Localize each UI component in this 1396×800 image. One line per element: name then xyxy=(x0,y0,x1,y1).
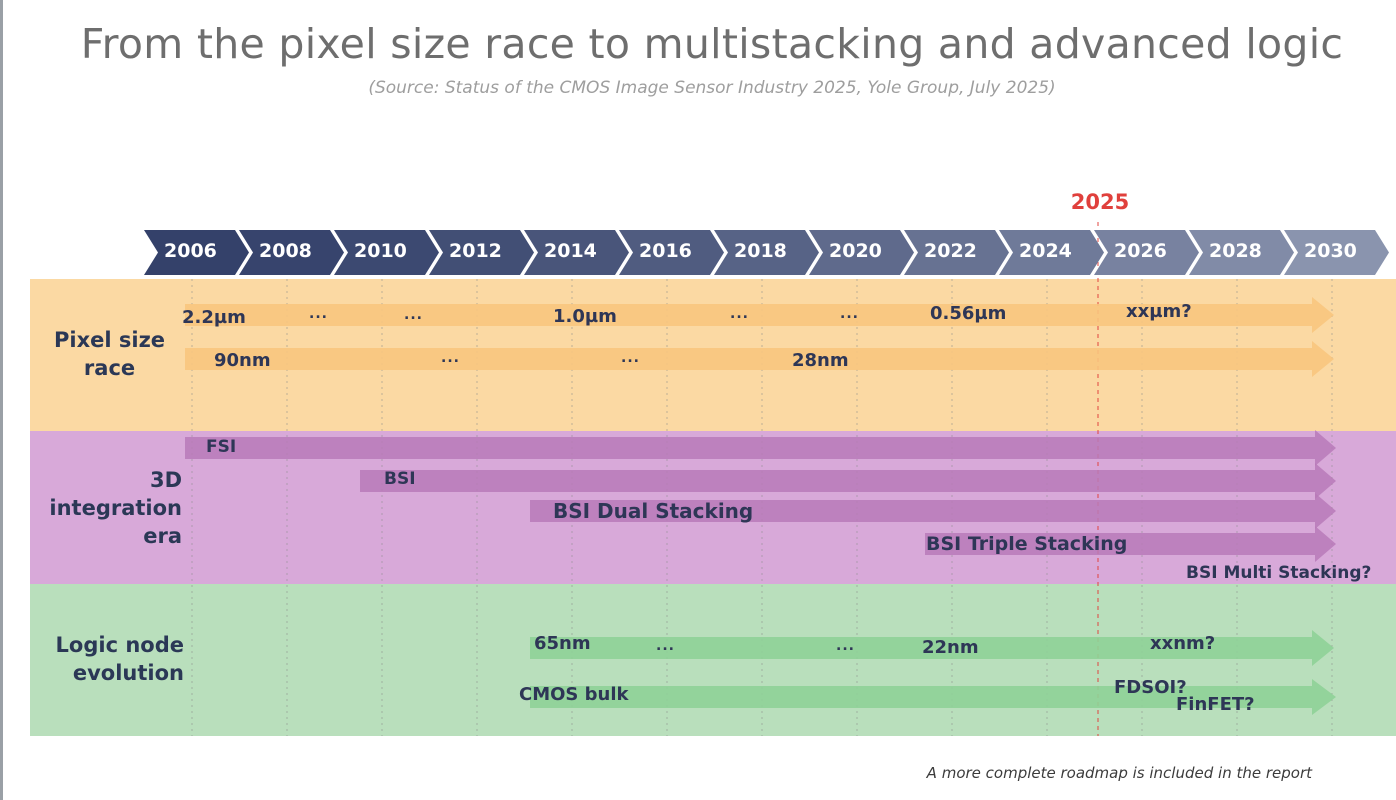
bsi-label: BSI xyxy=(384,469,416,489)
highlight-year-label: 2025 xyxy=(1070,190,1130,214)
year-label-2030: 2030 xyxy=(1304,240,1357,262)
finfet-label: FinFET? xyxy=(1176,694,1255,715)
bsi-dual-stacking-label: BSI Dual Stacking xyxy=(553,499,754,523)
year-chevron-2022 xyxy=(904,230,1009,275)
node-ellipsis-1: ... xyxy=(441,350,460,366)
pitch-ellipsis-1: ... xyxy=(309,306,328,322)
pitch-ellipsis-4: ... xyxy=(840,306,859,322)
node-90nm: 90nm xyxy=(214,350,271,371)
footnote: A more complete roadmap is included in t… xyxy=(926,764,1312,782)
year-label-2026: 2026 xyxy=(1114,240,1167,262)
node-28nm: 28nm xyxy=(792,350,849,371)
page-title: From the pixel size race to multistackin… xyxy=(80,20,1344,68)
bsi-dual-arrow xyxy=(530,493,1336,529)
year-label-2022: 2022 xyxy=(924,240,977,262)
logic-ellipsis-1: ... xyxy=(656,638,675,654)
year-label-2020: 2020 xyxy=(829,240,882,262)
window-left-edge xyxy=(0,0,3,800)
fdsoi-label: FDSOI? xyxy=(1114,677,1187,698)
logic-label-line1: Logic node xyxy=(55,633,184,657)
logic-node-band xyxy=(30,584,1396,736)
year-chevron-2010 xyxy=(334,230,439,275)
integration-label-line3: era xyxy=(143,524,182,548)
node-ellipsis-2: ... xyxy=(621,350,640,366)
pixel-label-line2: race xyxy=(83,356,136,380)
logic-label-line2: evolution xyxy=(72,661,184,685)
fsi-label: FSI xyxy=(206,437,237,457)
bsi-multi-stacking-label: BSI Multi Stacking? xyxy=(1186,563,1372,583)
logic-node-label: Logic node evolution xyxy=(44,631,184,687)
logic-22nm: 22nm xyxy=(922,637,979,658)
cmos-bulk-label: CMOS bulk xyxy=(519,684,629,705)
year-chevron-2020 xyxy=(809,230,914,275)
year-label-2006: 2006 xyxy=(164,240,217,262)
pitch-0-56um: 0.56µm xyxy=(930,303,1007,324)
pixel-node-arrow xyxy=(185,341,1334,377)
logic-node-arrow xyxy=(530,630,1334,666)
year-chevron-2030 xyxy=(1284,230,1389,275)
year-label-2024: 2024 xyxy=(1019,240,1072,262)
year-label-2018: 2018 xyxy=(734,240,787,262)
pitch-xxum: xxµm? xyxy=(1126,301,1192,322)
logic-ellipsis-2: ... xyxy=(836,638,855,654)
year-timeline xyxy=(144,230,1389,275)
year-chevron-2012 xyxy=(429,230,534,275)
year-chevron-2024 xyxy=(999,230,1104,275)
bsi-arrow xyxy=(360,463,1336,499)
year-chevron-2026 xyxy=(1094,230,1199,275)
pitch-1-0um: 1.0µm xyxy=(553,306,617,327)
year-chevron-2006 xyxy=(144,230,249,275)
year-label-2028: 2028 xyxy=(1209,240,1262,262)
year-chevron-2014 xyxy=(524,230,629,275)
year-label-2016: 2016 xyxy=(639,240,692,262)
3d-integration-label: 3D integration era xyxy=(44,466,182,550)
year-label-2010: 2010 xyxy=(354,240,407,262)
bsi-triple-stacking-label: BSI Triple Stacking xyxy=(926,533,1128,555)
pitch-2-2um: 2.2µm xyxy=(182,307,246,328)
fsi-arrow xyxy=(185,430,1336,466)
year-chevron-2028 xyxy=(1189,230,1294,275)
logic-process-arrow xyxy=(530,679,1336,715)
year-label-2012: 2012 xyxy=(449,240,502,262)
year-label-2014: 2014 xyxy=(544,240,597,262)
year-chevron-2016 xyxy=(619,230,724,275)
source-subtitle: (Source: Status of the CMOS Image Sensor… xyxy=(368,78,1056,98)
year-chevron-2008 xyxy=(239,230,344,275)
year-label-2008: 2008 xyxy=(259,240,312,262)
pixel-size-race-label: Pixel size race xyxy=(54,326,165,382)
integration-label-line1: 3D xyxy=(149,468,182,492)
logic-65nm: 65nm xyxy=(534,633,591,654)
pixel-label-line1: Pixel size xyxy=(54,328,166,352)
pitch-ellipsis-3: ... xyxy=(730,306,749,322)
pixel-pitch-arrow xyxy=(185,297,1334,333)
integration-label-line2: integration xyxy=(49,496,182,520)
pitch-ellipsis-2: ... xyxy=(404,307,423,323)
logic-xxnm: xxnm? xyxy=(1150,633,1216,654)
year-chevron-2018 xyxy=(714,230,819,275)
bsi-triple-arrow xyxy=(925,526,1336,562)
